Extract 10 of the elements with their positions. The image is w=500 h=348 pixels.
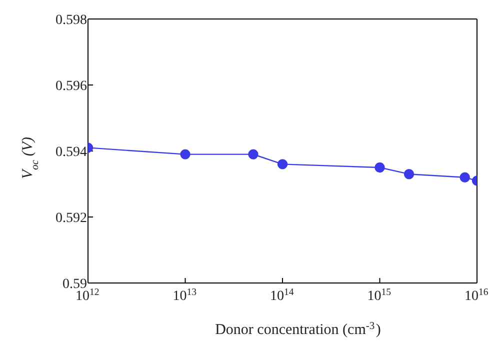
y-tick-label: 0.592: [56, 211, 87, 226]
x-tick-label: 10$^{14}$: [270, 286, 294, 304]
x-axis-title: Donor concentration (cm$^{-3}$): [215, 320, 381, 338]
y-tick-label: 0.598: [56, 13, 87, 28]
y-tick-label: 0.59: [62, 277, 87, 292]
y-tick-label: 0.596: [56, 79, 87, 94]
x-tick-label: 10$^{15}$: [367, 286, 392, 304]
x-tick-label: 10$^{13}$: [172, 286, 197, 304]
x-tick-label: 10$^{16}$: [464, 286, 488, 304]
y-tick-label: 0.594: [56, 145, 87, 160]
